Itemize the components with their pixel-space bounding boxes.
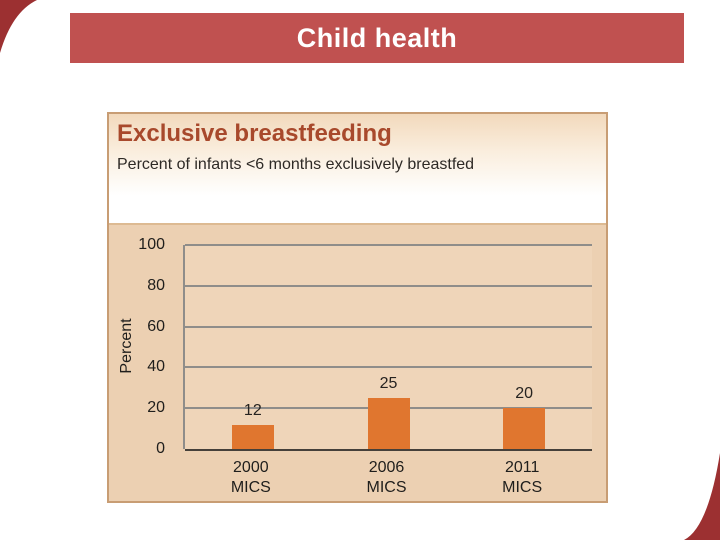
- y-axis-title: Percent: [118, 318, 135, 374]
- chart-subtitle: Percent of infants <6 months exclusively…: [117, 156, 475, 173]
- y-tick-label: 80: [147, 276, 165, 294]
- chart-card-header: Exclusive breastfeeding Percent of infan…: [109, 114, 606, 223]
- x-category-label: 2000 MICS: [206, 458, 296, 498]
- y-tick-label: 20: [147, 399, 165, 417]
- slide-title-banner: Child health: [70, 13, 684, 63]
- gridline: [185, 366, 592, 369]
- x-category-line: 2000: [233, 459, 269, 476]
- x-axis-line: [185, 449, 592, 451]
- bottom-right-wedge: [684, 453, 720, 540]
- gridline: [185, 284, 592, 287]
- y-tick-label: 60: [147, 317, 165, 335]
- chart-title: Exclusive breastfeeding: [117, 120, 392, 147]
- bar: [231, 424, 274, 449]
- y-tick-label: 0: [156, 440, 165, 457]
- x-category-line: MICS: [502, 479, 543, 496]
- bar-value-label: 25: [379, 375, 398, 392]
- y-tick-label: 40: [147, 358, 165, 376]
- bar: [367, 398, 410, 449]
- x-category-line: MICS: [230, 479, 271, 496]
- y-tick-label: 100: [138, 236, 165, 253]
- gridline: [185, 244, 592, 246]
- bar: [503, 408, 546, 449]
- x-category-line: 2006: [368, 459, 405, 476]
- x-category-label: 2011 MICS: [477, 458, 567, 498]
- top-left-wedge: [0, 0, 37, 53]
- x-category-line: 2011: [504, 459, 540, 476]
- chart-card: Exclusive breastfeeding Percent of infan…: [107, 112, 608, 503]
- gridline: [185, 325, 592, 328]
- bar-value-label: 20: [515, 385, 534, 403]
- bar-value-label: 12: [243, 401, 262, 419]
- x-category-line: MICS: [366, 479, 407, 496]
- plot-area: 12 25 20: [183, 244, 592, 451]
- x-category-label: 2006 MICS: [342, 458, 432, 498]
- slide-title: Child health: [296, 22, 458, 53]
- plot-section: Percent 12 25 20 0 20 40 60 80 100 2000 MICS 2006 M…: [109, 223, 606, 501]
